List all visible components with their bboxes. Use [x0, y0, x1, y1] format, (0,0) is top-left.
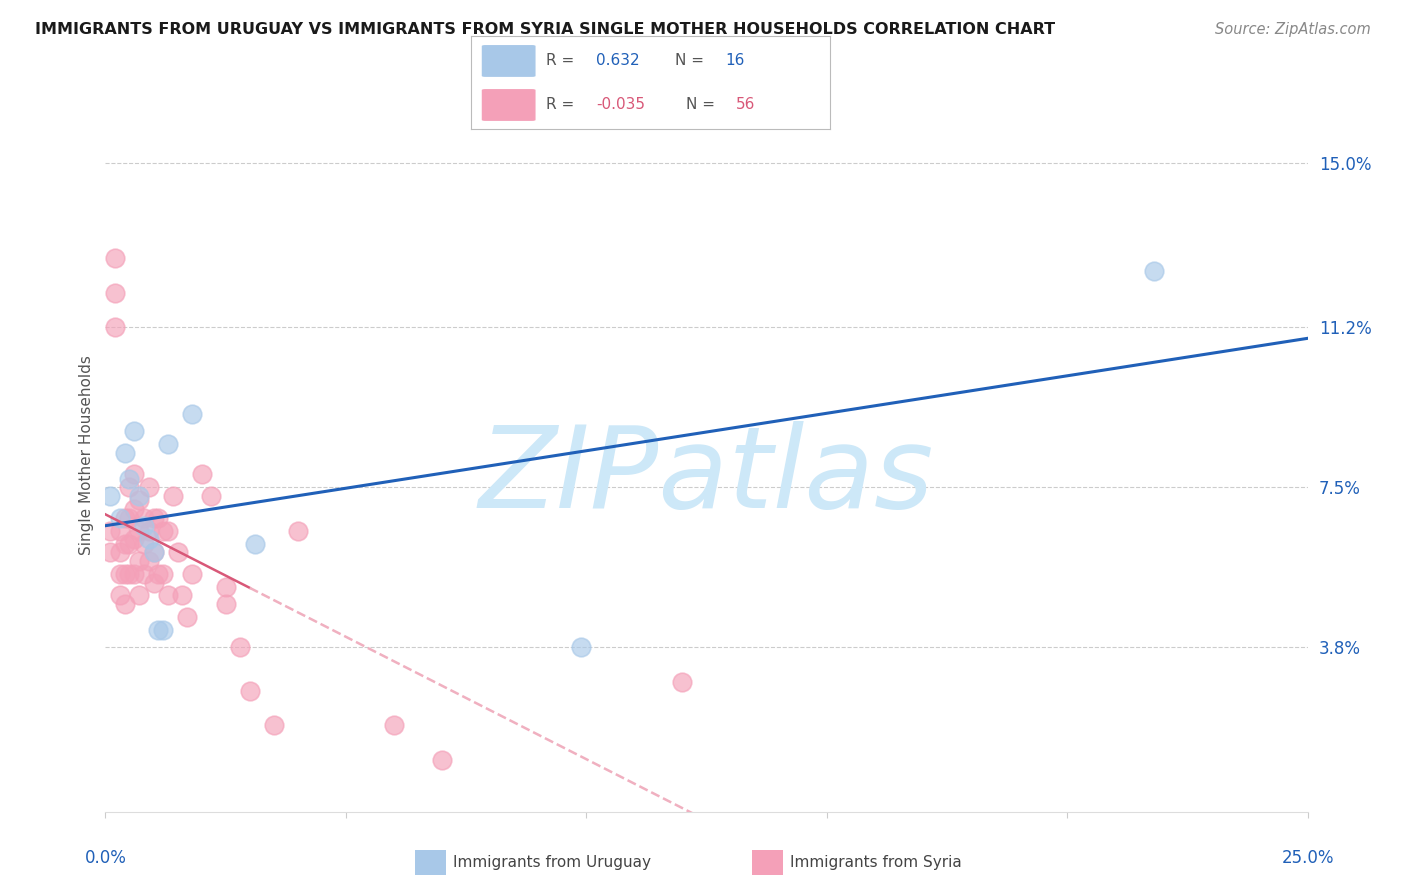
Point: [671, 675, 693, 690]
Point: [132, 536, 155, 550]
Point: [287, 524, 309, 538]
Point: [138, 554, 160, 568]
Point: [142, 545, 165, 559]
Point: [114, 536, 136, 550]
Point: [124, 533, 146, 547]
Point: [124, 502, 146, 516]
Point: [162, 489, 184, 503]
Point: [104, 320, 127, 334]
Point: [108, 566, 131, 581]
Point: [200, 489, 222, 503]
Point: [214, 580, 236, 594]
Point: [124, 424, 146, 438]
Point: [124, 467, 146, 482]
Point: [104, 285, 127, 300]
Point: [104, 251, 127, 265]
Text: N =: N =: [675, 54, 709, 69]
Point: [118, 472, 141, 486]
Point: [148, 623, 170, 637]
Point: [190, 467, 212, 482]
Point: [128, 554, 150, 568]
Point: [1143, 264, 1166, 278]
Point: [239, 683, 262, 698]
Point: [118, 536, 141, 550]
Point: [176, 610, 198, 624]
Point: [108, 589, 131, 603]
Point: [156, 524, 179, 538]
Point: [142, 510, 165, 524]
Point: [118, 510, 141, 524]
Text: Immigrants from Uruguay: Immigrants from Uruguay: [453, 855, 651, 870]
Point: [430, 753, 453, 767]
Point: [214, 597, 236, 611]
Point: [142, 575, 165, 590]
Point: [148, 566, 170, 581]
Point: [181, 407, 204, 421]
Point: [229, 640, 252, 655]
Text: -0.035: -0.035: [596, 97, 645, 112]
Point: [138, 533, 160, 547]
Point: [142, 545, 165, 559]
Point: [128, 489, 150, 503]
Point: [132, 566, 155, 581]
Point: [243, 536, 266, 550]
Point: [128, 493, 150, 508]
Text: 0.632: 0.632: [596, 54, 640, 69]
Text: 25.0%: 25.0%: [1281, 849, 1334, 867]
Text: R =: R =: [547, 54, 579, 69]
Text: Immigrants from Syria: Immigrants from Syria: [790, 855, 962, 870]
Point: [138, 480, 160, 494]
Point: [263, 718, 285, 732]
Point: [98, 545, 121, 559]
Point: [124, 566, 146, 581]
Point: [152, 623, 174, 637]
Point: [152, 566, 174, 581]
Point: [98, 524, 121, 538]
Point: [166, 545, 188, 559]
Point: [108, 524, 131, 538]
Text: 56: 56: [737, 97, 755, 112]
Point: [172, 589, 194, 603]
Text: 0.0%: 0.0%: [84, 849, 127, 867]
Y-axis label: Single Mother Households: Single Mother Households: [79, 355, 94, 555]
Point: [152, 524, 174, 538]
Point: [382, 718, 405, 732]
Text: ZIPatlas: ZIPatlas: [479, 421, 934, 532]
Point: [148, 510, 170, 524]
Point: [128, 524, 150, 538]
Point: [132, 519, 155, 533]
Text: IMMIGRANTS FROM URUGUAY VS IMMIGRANTS FROM SYRIA SINGLE MOTHER HOUSEHOLDS CORREL: IMMIGRANTS FROM URUGUAY VS IMMIGRANTS FR…: [35, 22, 1056, 37]
FancyBboxPatch shape: [482, 45, 536, 77]
Point: [114, 566, 136, 581]
Point: [108, 510, 131, 524]
Point: [138, 524, 160, 538]
Point: [181, 566, 204, 581]
Point: [132, 510, 155, 524]
Text: 16: 16: [725, 54, 745, 69]
Point: [98, 489, 121, 503]
Text: N =: N =: [686, 97, 720, 112]
Text: R =: R =: [547, 97, 579, 112]
Point: [128, 589, 150, 603]
Point: [118, 566, 141, 581]
Text: Source: ZipAtlas.com: Source: ZipAtlas.com: [1215, 22, 1371, 37]
Point: [114, 446, 136, 460]
Point: [156, 437, 179, 451]
Point: [108, 545, 131, 559]
Point: [114, 510, 136, 524]
Point: [114, 597, 136, 611]
Point: [571, 640, 593, 655]
Point: [118, 480, 141, 494]
FancyBboxPatch shape: [482, 89, 536, 121]
Point: [156, 589, 179, 603]
